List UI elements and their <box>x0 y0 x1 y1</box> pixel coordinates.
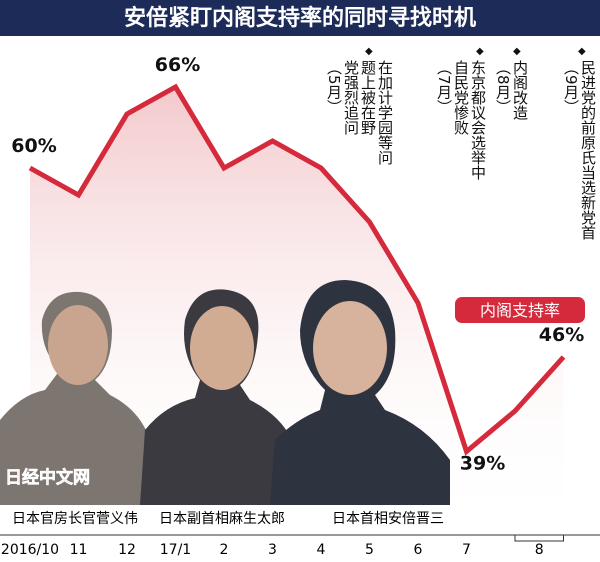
annotation: 在加计学园等问 题上被在野 党强烈追问 （5月） <box>325 60 394 165</box>
annotation-line: 题上被在野 <box>359 60 377 135</box>
watermark: 日经中文网 <box>5 467 90 488</box>
annotation-line: （7月） <box>435 60 453 115</box>
x-tick-label: 4 <box>317 542 326 558</box>
x-tick-label: 5 <box>365 542 374 558</box>
annotation-line: 内阁改造 <box>511 60 529 120</box>
data-label: 60% <box>11 135 56 157</box>
x-tick-label: 7 <box>462 542 471 558</box>
x-tick-label: 3 <box>268 542 277 558</box>
chart-title: 安倍紧盯内阁支持率的同时寻找时机 <box>124 5 476 31</box>
annotation: 东京都议会选举中 自民党惨败 （7月） <box>435 60 487 180</box>
annotation-line: （8月） <box>494 60 512 115</box>
bullet: ◆ <box>578 46 586 57</box>
annotation-line: 东京都议会选举中 <box>469 60 487 180</box>
legend-box <box>455 297 585 323</box>
annotation: 民进党的前原氏当选新党首 （9月） <box>562 60 597 240</box>
x-tick-label: 2016/10 <box>1 542 59 558</box>
x-tick-label: 12 <box>118 542 136 558</box>
annotation-line: 党强烈追问 <box>342 60 360 135</box>
photo-caption: 日本官房长官菅义伟 <box>12 511 138 527</box>
legend-label: 内阁支持率 <box>480 301 560 320</box>
x-tick-label: 6 <box>414 542 423 558</box>
title-bar <box>0 0 600 36</box>
line <box>28 83 566 456</box>
data-label: 46% <box>539 324 584 346</box>
data-label: 39% <box>460 453 505 475</box>
annotation: 内阁改造 （8月） <box>494 60 529 120</box>
photo-caption: 日本首相安倍晋三 <box>332 511 444 527</box>
x-bracket <box>514 535 564 542</box>
annotation-line: （5月） <box>325 60 343 115</box>
x-tick-label: 11 <box>70 542 88 558</box>
bullet: ◆ <box>476 46 484 57</box>
bullet: ◆ <box>365 46 373 57</box>
x-tick-label: 2 <box>220 542 229 558</box>
annotation-line: （9月） <box>562 60 580 115</box>
photos <box>0 280 470 530</box>
annotation-line: 民进党的前原氏当选新党首 <box>579 60 597 240</box>
data-label: 66% <box>155 54 200 76</box>
photo-caption: 日本副首相麻生太郎 <box>159 511 285 527</box>
annotation-line: 自民党惨败 <box>452 60 470 135</box>
bullet: ◆ <box>513 46 521 57</box>
x-tick-label: 17/1 <box>160 542 191 558</box>
x-tick-label: 8 <box>535 542 544 558</box>
annotation-line: 在加计学园等问 <box>376 60 394 165</box>
